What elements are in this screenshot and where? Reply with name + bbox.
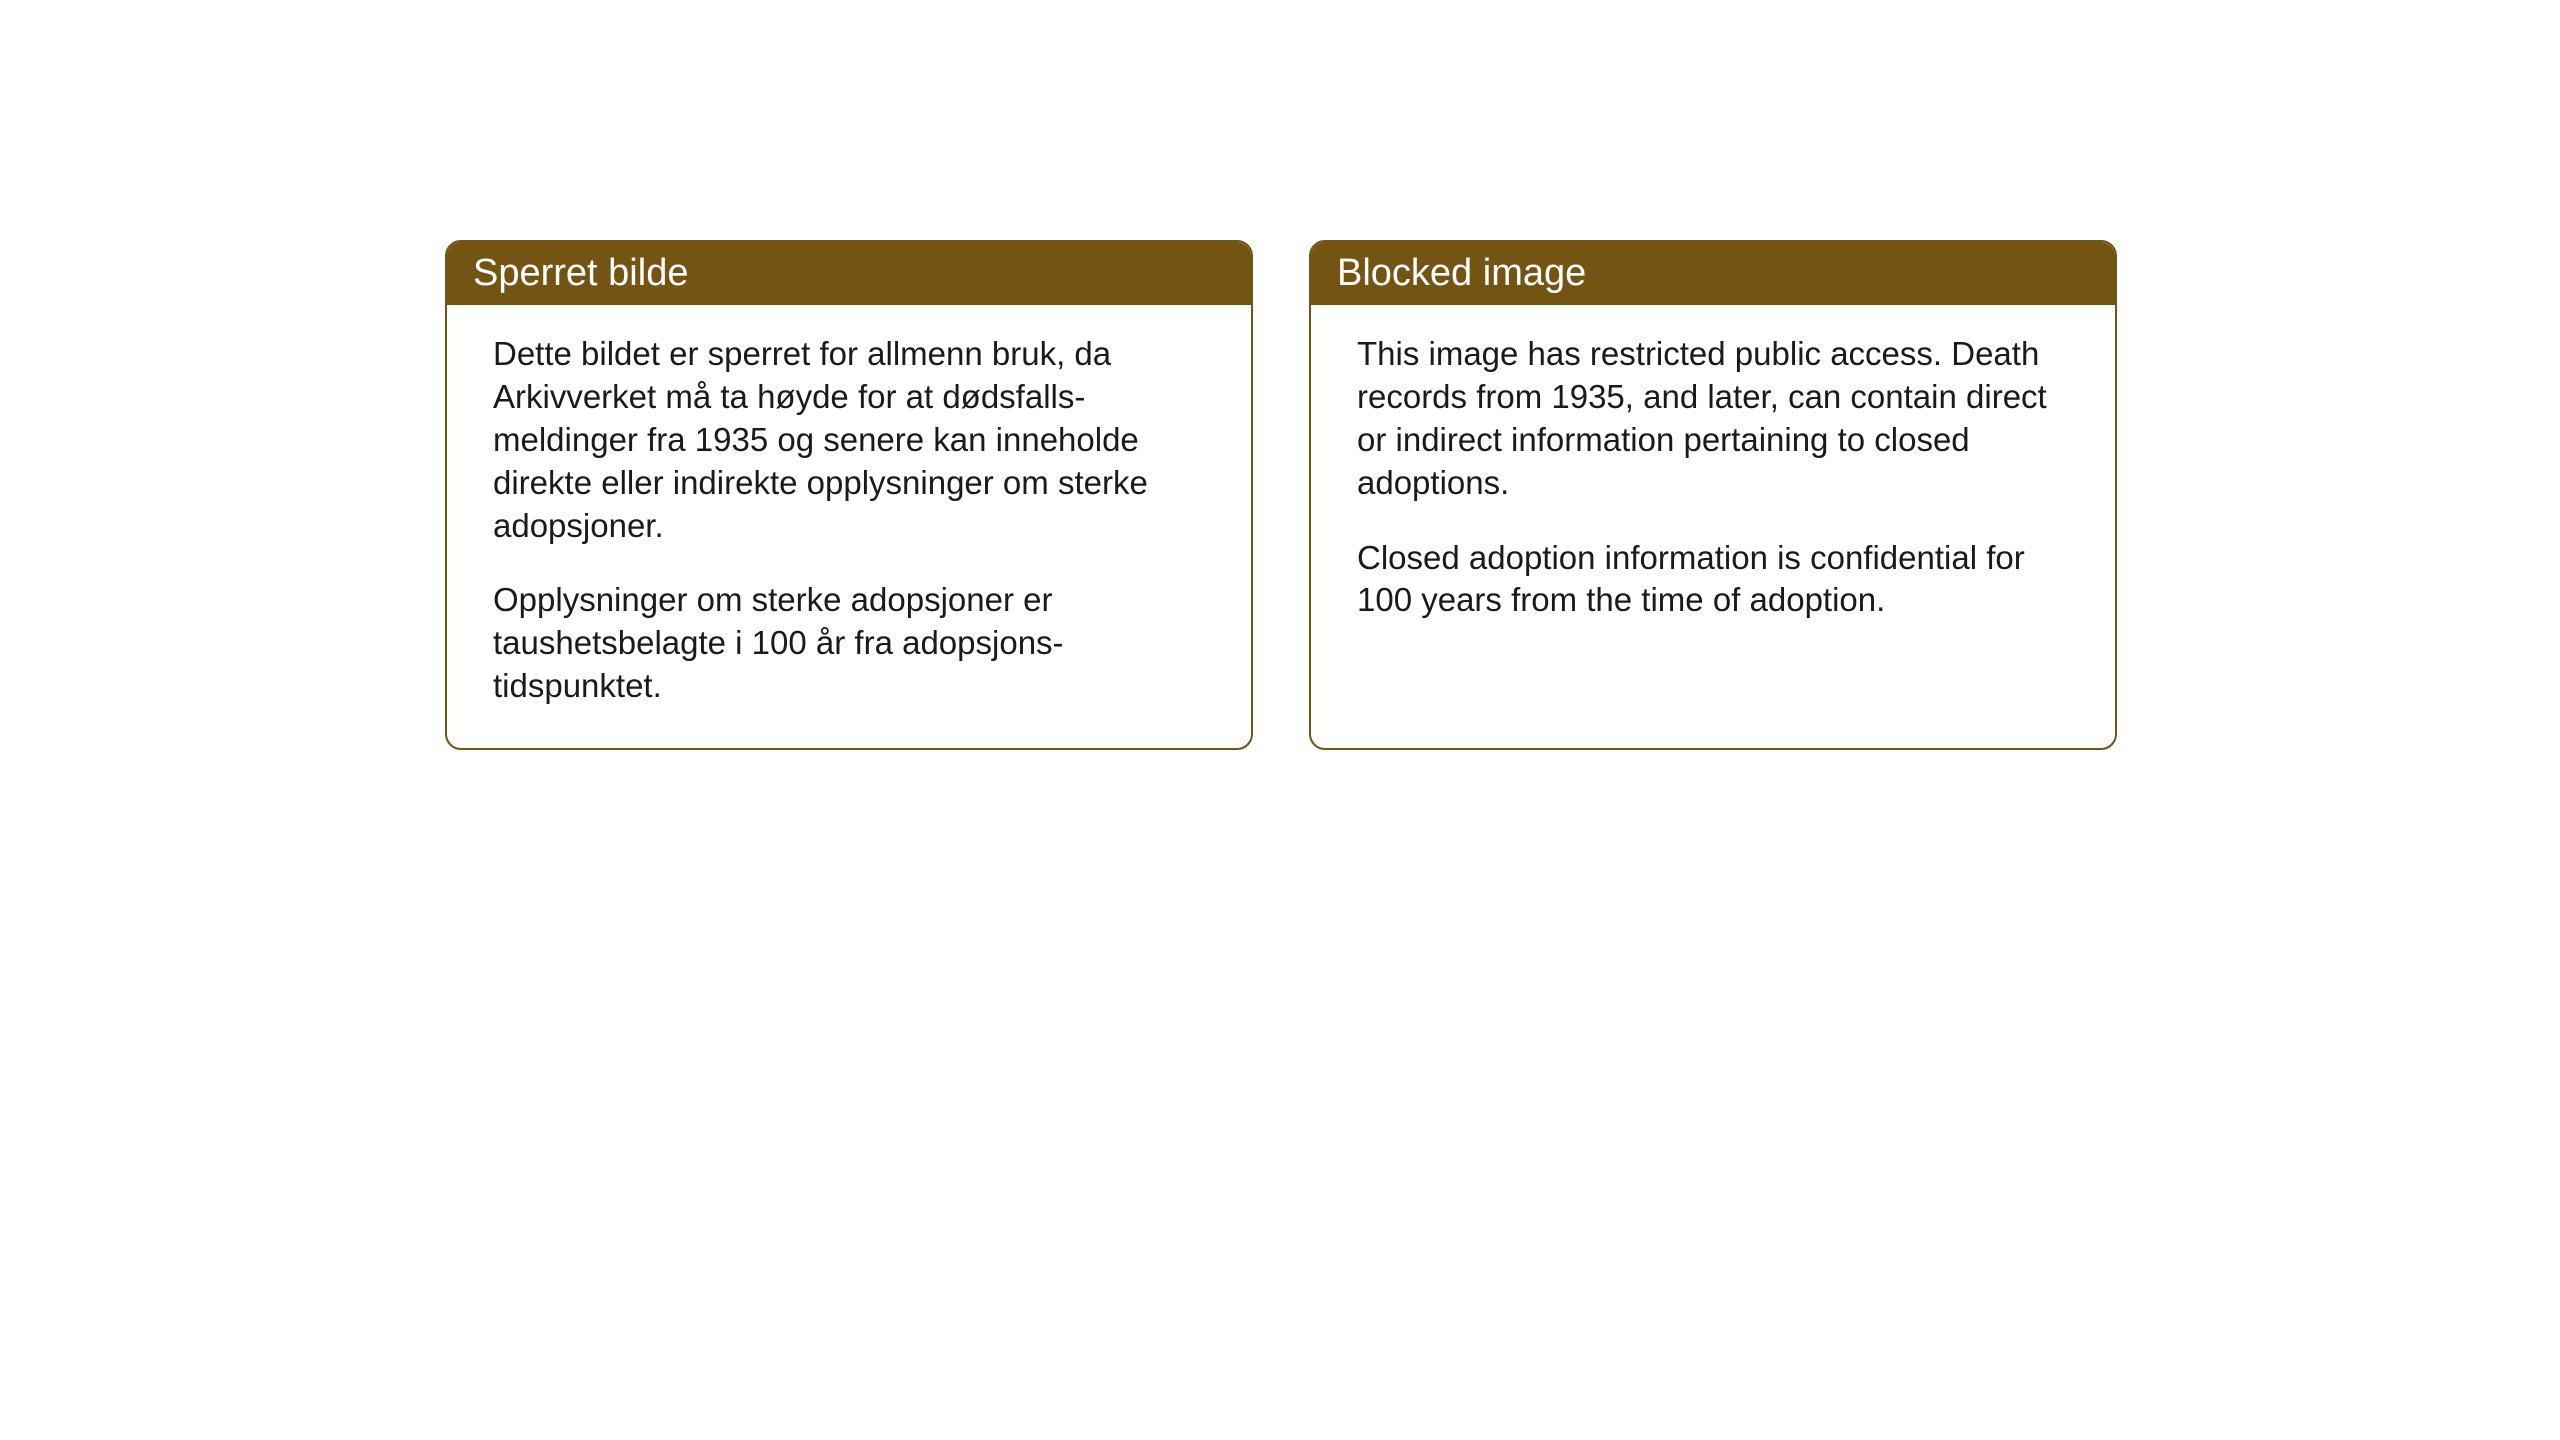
card-paragraph-english-2: Closed adoption information is confident… <box>1357 537 2075 623</box>
card-body-norwegian: Dette bildet er sperret for allmenn bruk… <box>447 305 1251 744</box>
card-paragraph-english-1: This image has restricted public access.… <box>1357 333 2075 505</box>
card-paragraph-norwegian-1: Dette bildet er sperret for allmenn bruk… <box>493 333 1211 547</box>
cards-container: Sperret bilde Dette bildet er sperret fo… <box>445 240 2560 750</box>
card-title-norwegian: Sperret bilde <box>473 252 688 294</box>
card-body-english: This image has restricted public access.… <box>1311 305 2115 658</box>
card-english: Blocked image This image has restricted … <box>1309 240 2117 750</box>
card-norwegian: Sperret bilde Dette bildet er sperret fo… <box>445 240 1253 750</box>
card-header-english: Blocked image <box>1311 242 2115 305</box>
card-header-norwegian: Sperret bilde <box>447 242 1251 305</box>
card-paragraph-norwegian-2: Opplysninger om sterke adopsjoner er tau… <box>493 579 1211 708</box>
card-title-english: Blocked image <box>1337 252 1586 294</box>
